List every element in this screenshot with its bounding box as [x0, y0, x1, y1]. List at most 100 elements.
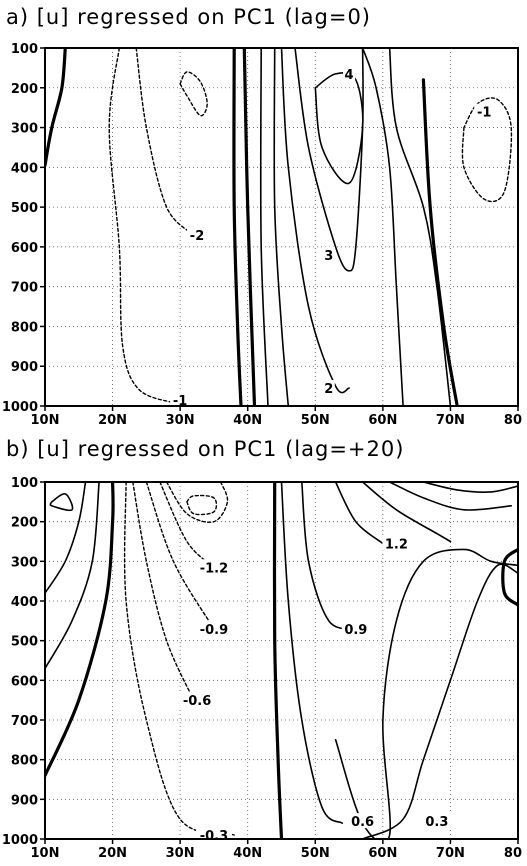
- contour-label-bg: [187, 226, 208, 242]
- y-tick-label: 700: [11, 281, 38, 296]
- panel-a: a) [u] regressed on PC1 (lag=0) 4 -1 -2 3 2-…: [2, 5, 522, 428]
- contour-label-bg: [474, 103, 495, 119]
- x-tick-label: 70N: [436, 846, 465, 861]
- y-tick-label: 800: [11, 754, 38, 769]
- contour-label-bg: [422, 813, 451, 829]
- contour-positive: [45, 482, 100, 670]
- contour-zero: [45, 48, 67, 167]
- contour-label: 1.2: [385, 537, 408, 552]
- contour-label-bg: [348, 813, 377, 829]
- contour-positive: [273, 48, 290, 406]
- panel-a-title: a) [u] regressed on PC1 (lag=0): [6, 5, 372, 29]
- contour-label-bg: [343, 65, 356, 81]
- y-tick-label: 300: [11, 122, 38, 137]
- x-tick-label: 40N: [233, 846, 262, 861]
- x-tick-label: 30N: [166, 413, 195, 428]
- contour-label-bg: [322, 380, 335, 396]
- contour-label: 0.3: [425, 815, 448, 830]
- y-tick-label: 500: [11, 201, 38, 216]
- plot-frame: [44, 481, 519, 840]
- contour-label: 4: [345, 68, 354, 83]
- contour-label: 3: [324, 249, 333, 264]
- x-tick-label: 60N: [368, 846, 397, 861]
- contour-label: 0.9: [344, 623, 367, 638]
- y-tick-label: 600: [11, 674, 38, 689]
- contour-positive: [259, 48, 269, 406]
- contour-positive: [45, 482, 87, 594]
- y-tick-label: 900: [11, 793, 38, 808]
- y-tick-label: 1000: [2, 833, 38, 848]
- x-tick-label: 50N: [301, 846, 330, 861]
- contour-positive: [422, 482, 518, 493]
- y-tick-label: 100: [11, 476, 38, 491]
- contour-positive: [280, 48, 350, 394]
- contour-negative: [165, 482, 229, 523]
- grid-lines: [45, 482, 518, 839]
- contour-lines: [45, 482, 518, 839]
- x-tick-label: 10N: [31, 846, 60, 861]
- contour-label-bg: [341, 620, 370, 636]
- contour-positive: [49, 493, 74, 512]
- contour-positive: [280, 482, 344, 824]
- contour-negative: [108, 48, 181, 405]
- contour-zero: [242, 48, 257, 406]
- contour-negative: [132, 482, 195, 701]
- contour-negative: [461, 97, 513, 203]
- contour-negative: [123, 482, 235, 836]
- contour-label: -1: [477, 106, 491, 121]
- contour-positive: [361, 48, 404, 406]
- y-tick-label: 300: [11, 555, 38, 570]
- x-tick-label: 30N: [166, 846, 195, 861]
- panel-b-plot: -1.2 -0.9 -0.6 -0.3 1.2 0.9 0.6 0.3 100 200 300 400…: [2, 476, 522, 861]
- x-tick-label: 70N: [436, 413, 465, 428]
- y-tick-label: 800: [11, 320, 38, 335]
- contour-positive: [334, 482, 384, 545]
- x-tick-label: 50N: [301, 413, 330, 428]
- x-tick-label: 40N: [233, 413, 262, 428]
- contour-label: -0.6: [183, 694, 211, 709]
- contour-label: -1.2: [200, 561, 228, 576]
- contour-label-bg: [195, 620, 232, 636]
- y-tick-label: 400: [11, 595, 38, 610]
- y-tick-label: 100: [11, 42, 38, 57]
- y-tick-label: 600: [11, 241, 38, 256]
- panel-b: b) [u] regressed on PC1 (lag=+20) -1.2 -0…: [0, 433, 527, 866]
- contour-zero: [272, 482, 284, 839]
- contour-label-bg: [382, 535, 411, 551]
- contour-label-bg: [195, 559, 232, 575]
- contour-zero: [501, 547, 518, 607]
- contour-negative: [159, 482, 215, 568]
- contour-label-bg: [179, 692, 216, 708]
- contour-positive: [388, 482, 512, 511]
- y-tick-label: 200: [11, 516, 38, 531]
- x-tick-label: 10N: [31, 413, 60, 428]
- contour-label: -2: [190, 229, 204, 244]
- contour-positive: [314, 72, 364, 185]
- contour-negative: [135, 48, 195, 236]
- y-tick-label: 500: [11, 635, 38, 650]
- contour-positive: [334, 548, 518, 839]
- contour-label: 2: [324, 382, 333, 397]
- contour-positive: [301, 482, 357, 630]
- panel-a-plot: 4-1-232-11002003004005006007008009001000…: [2, 42, 522, 428]
- contour-zero: [421, 78, 459, 406]
- contour-negative: [186, 494, 218, 516]
- x-tick-label: 80: [504, 846, 522, 861]
- contour-positive: [361, 482, 452, 543]
- contour-label: -0.9: [200, 623, 228, 638]
- contour-negative: [179, 71, 208, 117]
- contour-label-bg: [322, 246, 335, 262]
- panel-b-title: b) [u] regressed on PC1 (lag=+20): [6, 437, 405, 461]
- y-tick-label: 900: [11, 360, 38, 375]
- contour-zero: [232, 48, 243, 406]
- contour-lines: [45, 48, 513, 406]
- x-tick-label: 80: [504, 413, 522, 428]
- x-tick-label: 60N: [368, 413, 397, 428]
- y-tick-label: 1000: [2, 400, 38, 415]
- y-tick-label: 700: [11, 714, 38, 729]
- y-tick-label: 200: [11, 82, 38, 97]
- contour-label: -0.3: [200, 829, 228, 844]
- contour-positive: [388, 48, 452, 406]
